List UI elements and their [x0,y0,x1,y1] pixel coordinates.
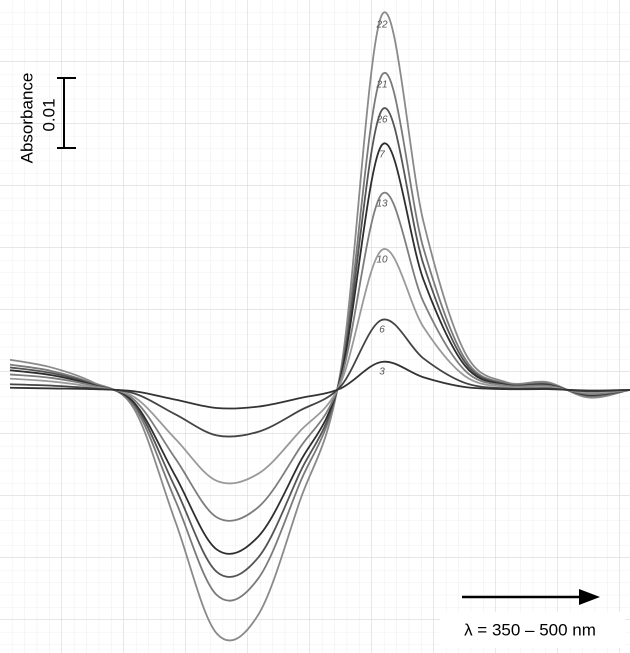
y-axis-label: Absorbance [17,73,36,164]
curve-label: 13 [376,199,388,210]
curve-label: 21 [375,80,387,91]
x-axis-label: λ = 350 – 500 nm [464,620,596,639]
spectrum-line [9,360,630,410]
arrow-head [579,589,600,605]
curve-label: 26 [375,115,388,126]
scale-bar-label: 0.01 [39,98,58,131]
label-box [440,612,625,648]
curve-label: 3 [379,366,385,377]
curve-label: 22 [375,19,388,30]
curve-label: 6 [379,324,385,335]
scale-bar [57,77,76,149]
curve-label: 7 [379,150,385,161]
curves: 22 21 26 7 13 10 6 3 [9,11,630,642]
curve-label: 10 [376,255,388,266]
